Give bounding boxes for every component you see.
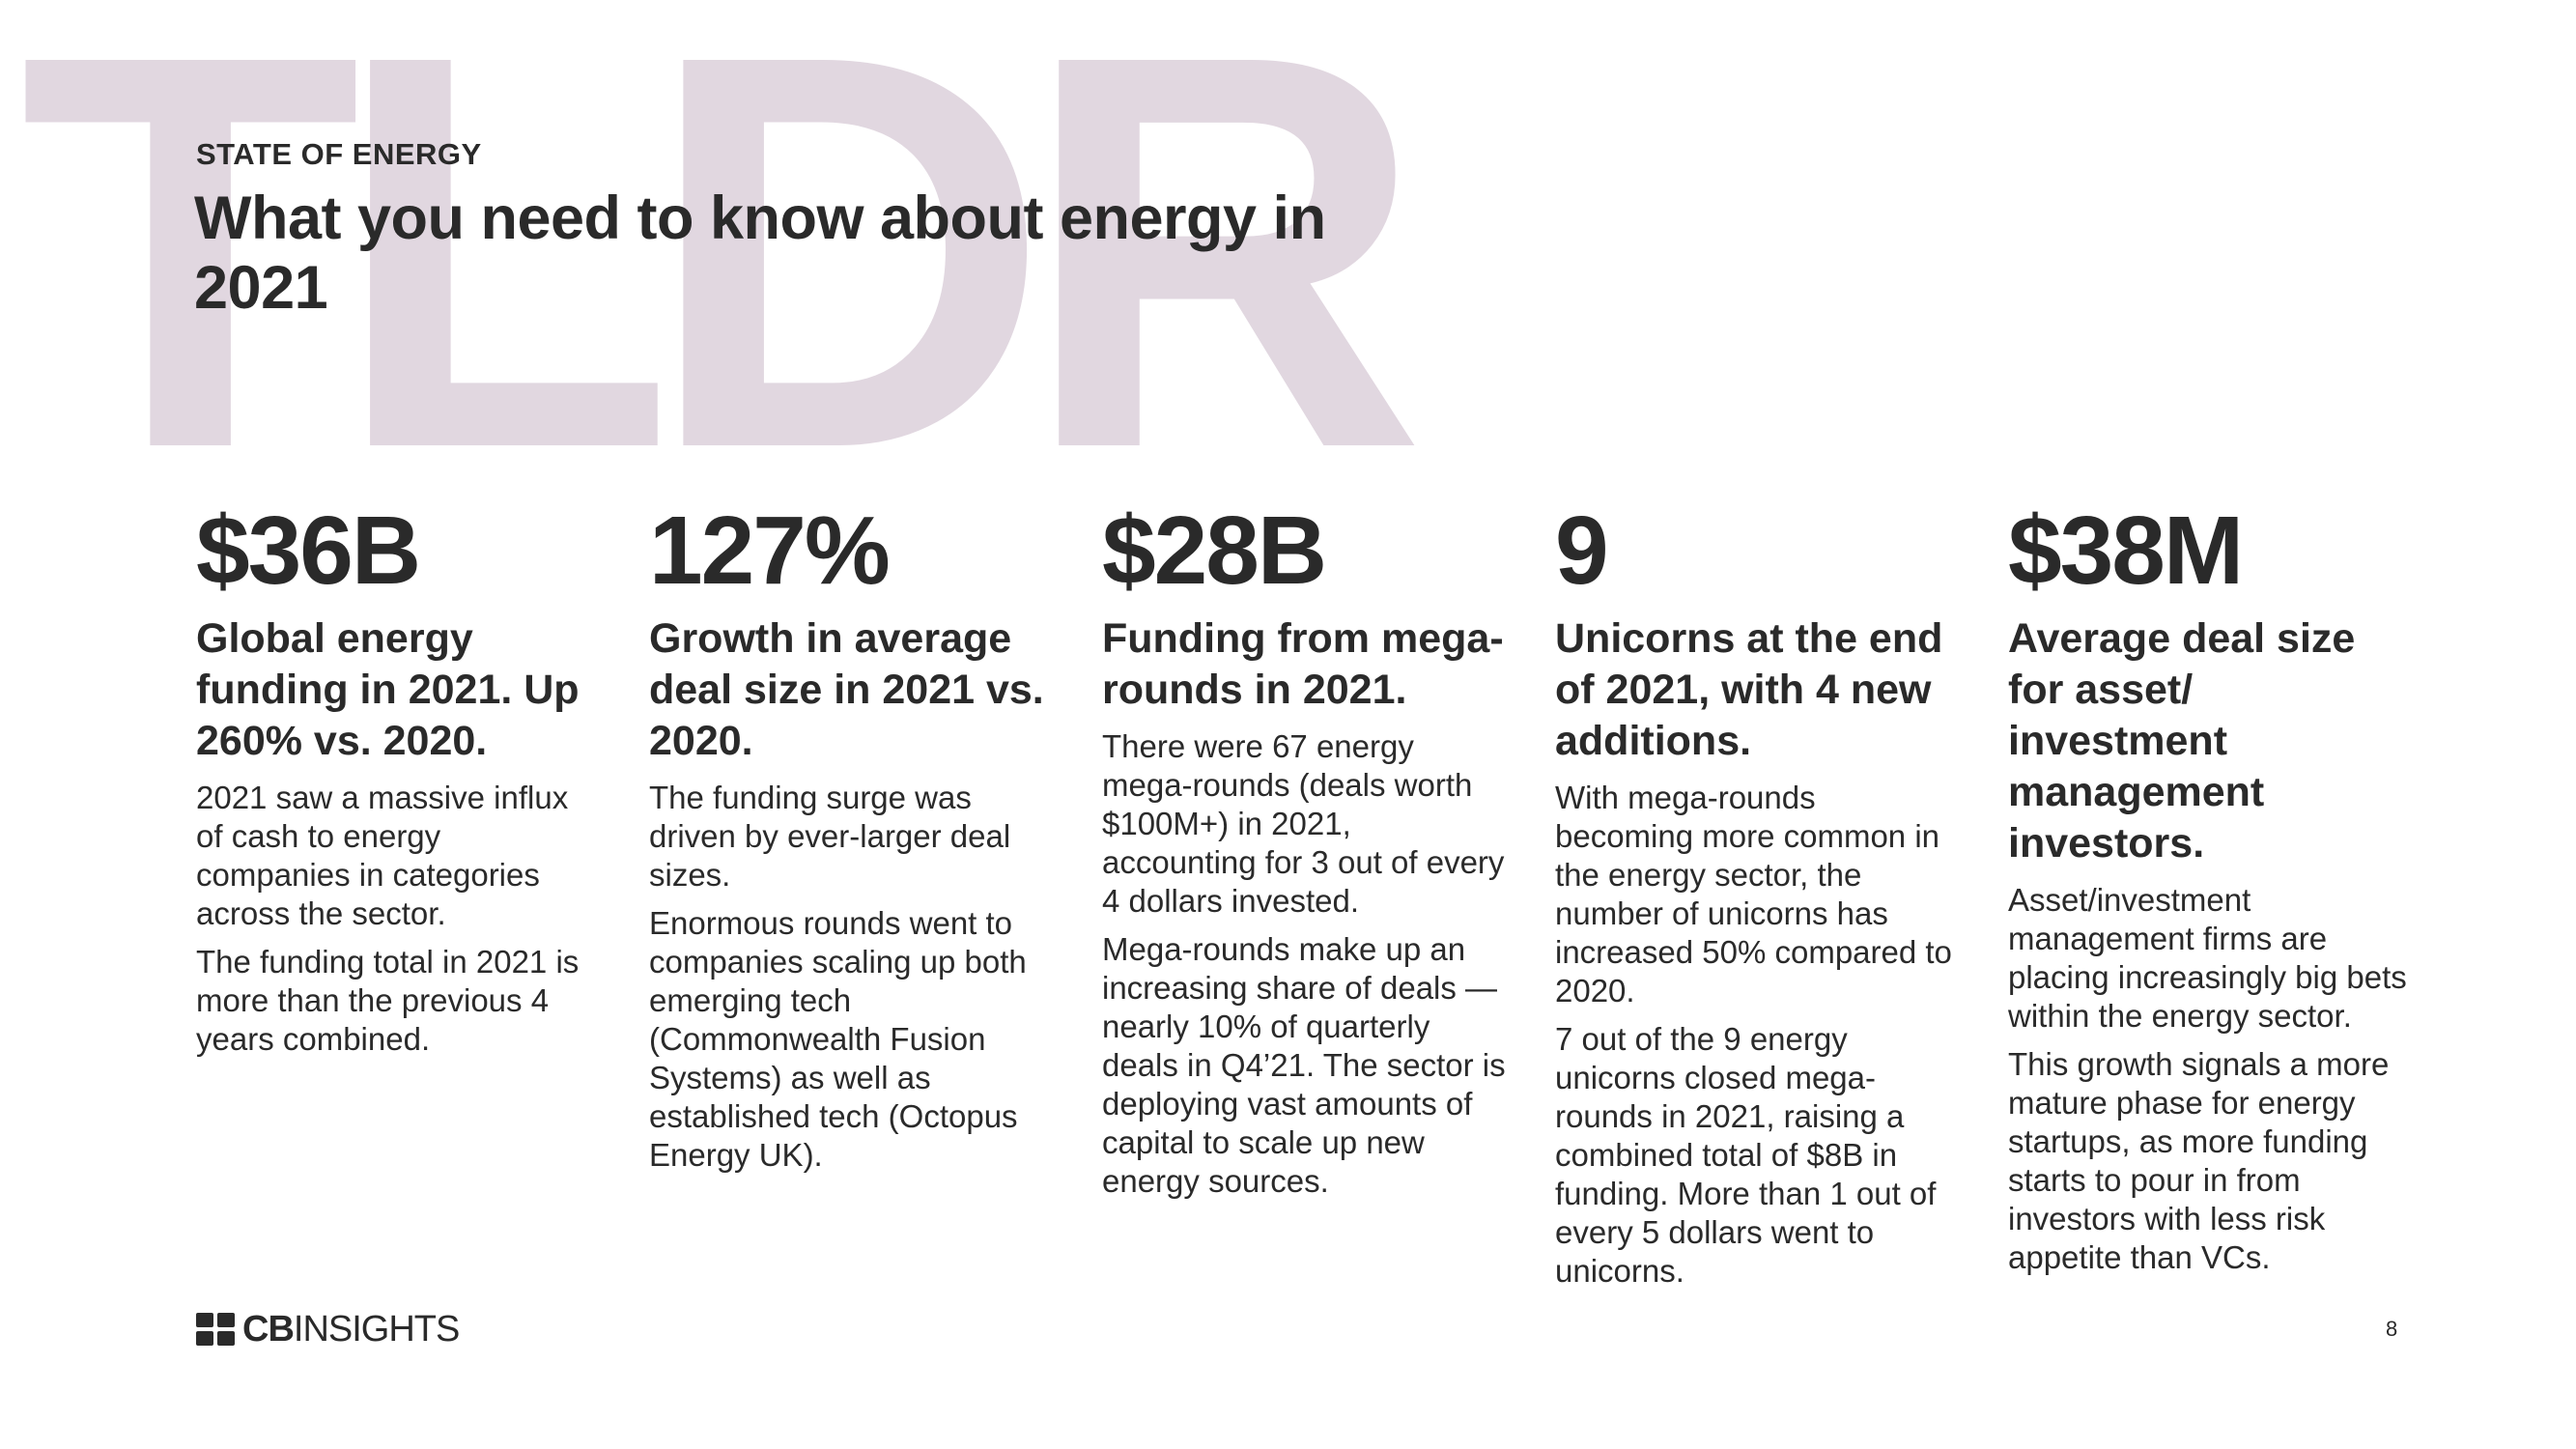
- stat-column-2: 127% Growth in average deal size in 2021…: [649, 488, 1055, 1175]
- stat-column-1: $36B Global energy funding in 2021. Up 2…: [196, 488, 602, 1059]
- stat-value: 127%: [649, 497, 891, 605]
- background-watermark-text: TLDR: [19, 0, 1426, 564]
- stat-paragraph: 2021 saw a massive influx of cash to ene…: [196, 780, 569, 931]
- stat-value: 9: [1555, 497, 1609, 605]
- stat-subhead: Growth in average deal size in 2021 vs. …: [649, 615, 1044, 764]
- stat-column-5: $38M Average deal size for asset/ invest…: [2008, 488, 2414, 1277]
- cb-insights-logo-text: CBINSIGHTS: [242, 1309, 460, 1350]
- stat-paragraph: 7 out of the 9 energy unicorns closed me…: [1555, 1021, 1937, 1289]
- stat-column-3: $28B Funding from mega-rounds in 2021. T…: [1102, 488, 1508, 1201]
- stat-subhead: Global energy funding in 2021. Up 260% v…: [196, 615, 580, 764]
- cb-insights-logo-icon: [196, 1313, 235, 1346]
- stat-paragraph: With mega-rounds becoming more common in…: [1555, 780, 1952, 1009]
- section-eyebrow: STATE OF ENERGY: [196, 137, 482, 171]
- stat-value: $36B: [196, 497, 421, 605]
- stat-paragraph: Enormous rounds went to companies scalin…: [649, 905, 1027, 1173]
- stats-columns: $36B Global energy funding in 2021. Up 2…: [196, 488, 2418, 1338]
- stat-subhead: Average deal size for asset/ investment …: [2008, 615, 2356, 867]
- stat-paragraph: Mega-rounds make up an increasing share …: [1102, 931, 1506, 1199]
- stat-paragraph: This growth signals a more mature phase …: [2008, 1046, 2390, 1275]
- cb-insights-logo: CBINSIGHTS: [196, 1309, 460, 1350]
- stat-paragraph: There were 67 energy mega-rounds (deals …: [1102, 728, 1505, 919]
- stat-value: $28B: [1102, 497, 1327, 605]
- logo-text-regular: INSIGHTS: [293, 1309, 460, 1350]
- page-number: 8: [2386, 1317, 2398, 1341]
- stat-value: $38M: [2008, 497, 2244, 605]
- stat-subhead: Unicorns at the end of 2021, with 4 new …: [1555, 615, 1943, 764]
- stat-column-4: 9 Unicorns at the end of 2021, with 4 ne…: [1555, 488, 1961, 1291]
- stat-paragraph: The funding total in 2021 is more than t…: [196, 944, 580, 1057]
- stat-paragraph: The funding surge was driven by ever-lar…: [649, 780, 1011, 893]
- logo-text-bold: CB: [242, 1309, 295, 1350]
- stat-subhead: Funding from mega-rounds in 2021.: [1102, 615, 1504, 713]
- stat-paragraph: Asset/investment management firms are pl…: [2008, 882, 2407, 1034]
- page-title: What you need to know about energy in 20…: [194, 185, 1326, 322]
